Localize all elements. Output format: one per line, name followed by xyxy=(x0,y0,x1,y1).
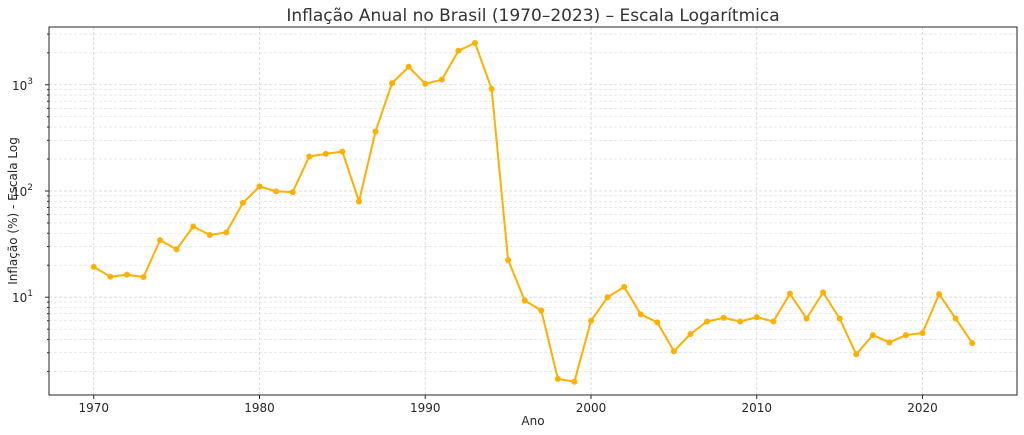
x-axis-label: Ano xyxy=(521,414,544,428)
data-point xyxy=(869,332,876,339)
data-point xyxy=(521,297,528,304)
x-tick-label: 1970 xyxy=(78,401,109,415)
y-tick-label: 103 xyxy=(12,77,33,93)
data-point xyxy=(770,318,777,325)
y-tick-label: 102 xyxy=(12,183,33,199)
data-point xyxy=(157,237,164,244)
series-layer xyxy=(90,39,976,385)
series-line xyxy=(93,41,974,383)
data-point xyxy=(886,339,893,346)
data-point xyxy=(355,198,362,205)
data-point xyxy=(902,332,909,339)
data-point xyxy=(256,183,263,190)
data-point xyxy=(670,348,677,355)
data-point xyxy=(969,340,976,347)
data-point xyxy=(687,331,694,338)
data-point xyxy=(389,80,396,87)
data-point xyxy=(289,189,296,196)
data-point xyxy=(554,375,561,382)
x-axis-ticks: 1970 1980 1990 2000 2010 2020 xyxy=(78,395,938,415)
data-point xyxy=(704,318,711,325)
data-point xyxy=(936,291,943,298)
data-point xyxy=(339,148,346,155)
data-point xyxy=(604,294,611,301)
data-point xyxy=(853,351,860,358)
data-point xyxy=(637,311,644,318)
data-point xyxy=(753,314,760,321)
y-axis-ticks: 101 102 103 xyxy=(12,33,49,372)
data-point xyxy=(223,229,230,236)
data-point xyxy=(455,47,462,54)
data-point xyxy=(190,223,197,230)
y-tick-label: 101 xyxy=(12,289,33,305)
data-point xyxy=(803,315,810,322)
data-point xyxy=(140,273,147,280)
data-point xyxy=(322,150,329,157)
data-point xyxy=(621,283,628,290)
data-point xyxy=(123,271,130,278)
data-point xyxy=(538,307,545,314)
data-point xyxy=(505,257,512,264)
axes xyxy=(48,26,1018,396)
data-point xyxy=(720,314,727,321)
plot-frame xyxy=(48,26,1018,396)
x-tick-label: 2000 xyxy=(576,401,607,415)
data-point xyxy=(952,315,959,322)
data-point xyxy=(306,153,313,160)
data-point xyxy=(206,232,213,239)
y-axis-label: Inflação (%) - Escala Log xyxy=(6,137,20,285)
x-tick-label: 2010 xyxy=(741,401,772,415)
data-point xyxy=(820,289,827,296)
data-point xyxy=(571,378,578,385)
chart-title: Inflação Anual no Brasil (1970–2023) – E… xyxy=(286,6,779,26)
x-tick-label: 1990 xyxy=(410,401,441,415)
data-point xyxy=(372,128,379,135)
data-point xyxy=(107,273,114,280)
data-point xyxy=(422,80,429,87)
data-point xyxy=(90,263,97,270)
data-point xyxy=(173,246,180,253)
data-point xyxy=(588,317,595,324)
data-point xyxy=(654,319,661,326)
data-point xyxy=(239,199,246,206)
data-point xyxy=(438,76,445,83)
data-point xyxy=(488,85,495,92)
data-point xyxy=(471,39,478,46)
grid-lines xyxy=(49,27,1017,395)
x-tick-label: 2020 xyxy=(907,401,938,415)
x-tick-label: 1980 xyxy=(244,401,275,415)
data-point xyxy=(737,318,744,325)
data-point xyxy=(836,315,843,322)
data-point xyxy=(786,290,793,297)
data-point xyxy=(405,63,412,70)
data-point xyxy=(919,330,926,337)
data-point xyxy=(273,188,280,195)
